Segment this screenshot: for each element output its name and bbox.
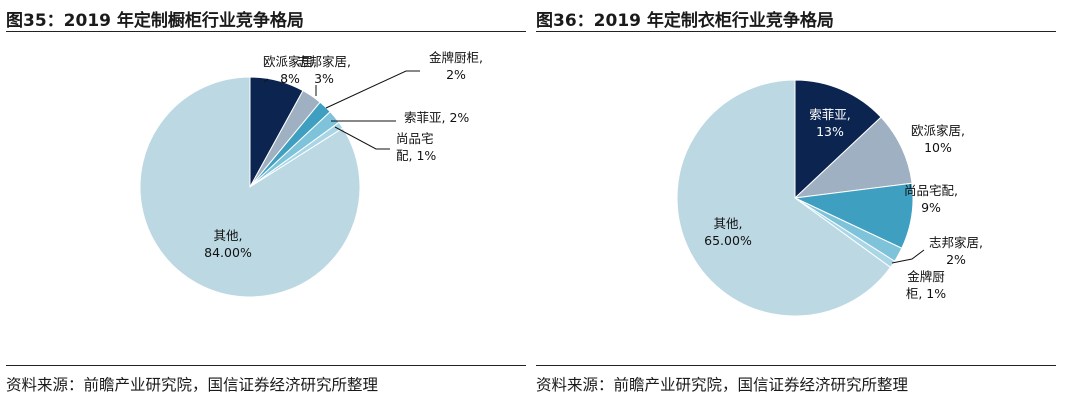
pie-slice [676, 79, 892, 317]
data-label: 志邦家居, 3% [297, 54, 351, 86]
data-label-line: 志邦家居, [297, 54, 351, 69]
data-label-line: 欧派家居, [263, 54, 317, 69]
data-label: 志邦家居, 2% [929, 235, 983, 267]
data-label-line: 10% [924, 140, 952, 155]
data-label-line: 13% [816, 124, 844, 139]
data-label-line: 金牌厨柜, [429, 50, 483, 65]
data-label-line: 2% [946, 252, 966, 267]
leader-line [263, 78, 269, 83]
data-label: 索菲亚, 2% [404, 110, 469, 125]
data-label: 尚品宅配, 9% [904, 183, 958, 215]
data-label-line: 欧派家居, [911, 123, 965, 138]
data-label-line: 84.00% [204, 245, 252, 260]
data-label-line: 其他, [714, 216, 743, 231]
data-label-line: 8% [280, 71, 300, 86]
chart-title: 图36：2019 年定制衣柜行业竞争格局 [536, 11, 834, 31]
pie-slice [794, 79, 882, 200]
data-label: 金牌厨柜, 2% [429, 50, 483, 82]
title-divider [6, 31, 526, 32]
data-label: 欧派家居, 10% [911, 123, 965, 155]
data-label-line: 2% [446, 67, 466, 82]
source-divider [536, 365, 1056, 366]
chart-panel-wardrobe: 图36：2019 年定制衣柜行业竞争格局 索菲亚, 13% 欧派家居, 10% 尚品宅配… [536, 0, 1056, 401]
data-label: 尚品宅配, 1% [396, 131, 436, 163]
data-label-line: 索菲亚, 2% [404, 110, 469, 125]
data-label-line: 65.00% [704, 233, 752, 248]
data-label-line: 9% [921, 200, 941, 215]
chart-title: 图35：2019 年定制橱柜行业竞争格局 [6, 11, 304, 31]
data-label: 索菲亚, 13% [809, 107, 850, 139]
leader-line [325, 70, 420, 109]
pie-chart-kitchen-cabinets: 欧派家居, 8% 志邦家居, 3% 金牌厨柜, 2% 索菲亚, 2% 尚品宅配, 1% 其他, 8… [139, 50, 483, 298]
chart-source: 资料来源：前瞻产业研究院，国信证券经济研究所整理 [536, 376, 909, 394]
data-label-line: 金牌厨 [907, 269, 945, 284]
data-label-line: 柜, 1% [906, 286, 946, 301]
data-label-line: 尚品宅 [396, 131, 434, 146]
data-label-line: 3% [314, 71, 334, 86]
source-divider [6, 365, 526, 366]
pie-slice [139, 76, 361, 298]
data-label: 其他, 65.00% [704, 216, 752, 248]
title-divider [536, 31, 1056, 32]
data-label-line: 其他, [214, 228, 243, 243]
data-label: 其他, 84.00% [204, 228, 252, 260]
data-label-line: 志邦家居, [929, 235, 983, 250]
chart-panel-kitchen: 图35：2019 年定制橱柜行业竞争格局 欧派家居, 8% 志邦家居, 3% 金牌厨柜,… [6, 0, 526, 401]
data-label: 金牌厨柜, 1% [906, 269, 946, 301]
leader-line [891, 249, 925, 264]
data-label-line: 配, 1% [396, 148, 436, 163]
data-label-line: 索菲亚, [809, 107, 850, 122]
chart-source: 资料来源：前瞻产业研究院，国信证券经济研究所整理 [6, 376, 379, 394]
pie-slice [793, 116, 913, 199]
pie-chart-wardrobes: 索菲亚, 13% 欧派家居, 10% 尚品宅配, 9% 志邦家居, 2%金牌厨柜, 1% 其他,… [676, 79, 983, 317]
leader-line [334, 126, 390, 150]
data-label-line: 尚品宅配, [904, 183, 958, 198]
data-label: 欧派家居, 8% [263, 54, 317, 86]
